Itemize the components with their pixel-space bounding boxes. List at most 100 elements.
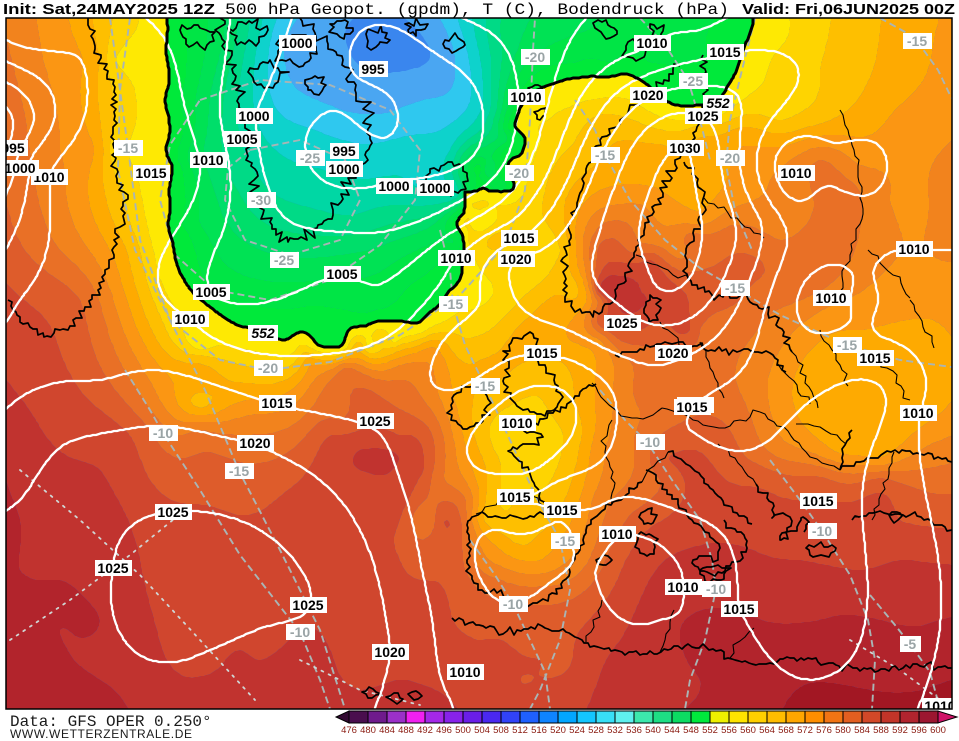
svg-text:1000: 1000: [419, 180, 450, 196]
svg-text:544: 544: [664, 725, 680, 736]
svg-text:1015: 1015: [499, 489, 530, 505]
svg-text:1010: 1010: [192, 152, 223, 168]
svg-text:-15: -15: [443, 296, 463, 312]
svg-text:-15: -15: [229, 463, 249, 479]
svg-text:1000: 1000: [378, 178, 409, 194]
svg-text:480: 480: [360, 725, 376, 736]
svg-text:588: 588: [873, 725, 889, 736]
svg-text:572: 572: [797, 725, 813, 736]
svg-text:1010: 1010: [510, 89, 541, 105]
svg-text:-20: -20: [258, 360, 278, 376]
svg-text:995: 995: [332, 143, 356, 159]
svg-text:1010: 1010: [902, 405, 933, 421]
svg-text:1020: 1020: [239, 435, 270, 451]
svg-text:-30: -30: [251, 192, 271, 208]
svg-text:-10: -10: [290, 624, 310, 640]
svg-text:1005: 1005: [326, 266, 357, 282]
svg-text:600: 600: [930, 725, 946, 736]
svg-text:1030: 1030: [669, 140, 700, 156]
svg-text:1010: 1010: [815, 290, 846, 306]
svg-text:1000: 1000: [281, 35, 312, 51]
svg-text:568: 568: [778, 725, 794, 736]
svg-text:1015: 1015: [261, 395, 292, 411]
svg-text:1015: 1015: [676, 399, 707, 415]
svg-text:-10: -10: [503, 596, 523, 612]
svg-text:556: 556: [721, 725, 737, 736]
svg-text:-25: -25: [274, 252, 294, 268]
svg-text:532: 532: [607, 725, 623, 736]
svg-text:1015: 1015: [802, 493, 833, 509]
svg-text:-15: -15: [475, 378, 495, 394]
svg-text:1020: 1020: [657, 345, 688, 361]
svg-text:1010: 1010: [501, 415, 532, 431]
svg-text:504: 504: [474, 725, 490, 736]
svg-text:1010: 1010: [898, 241, 929, 257]
svg-text:-25: -25: [683, 73, 703, 89]
svg-text:492: 492: [417, 725, 433, 736]
svg-text:995: 995: [1, 140, 25, 156]
svg-text:540: 540: [645, 725, 661, 736]
svg-text:1025: 1025: [687, 108, 718, 124]
svg-text:1015: 1015: [723, 601, 754, 617]
svg-text:-10: -10: [812, 523, 832, 539]
svg-text:592: 592: [892, 725, 908, 736]
svg-text:-15: -15: [837, 337, 857, 353]
svg-text:1025: 1025: [606, 315, 637, 331]
svg-text:484: 484: [379, 725, 395, 736]
svg-text:Data: GFS OPER 0.250°: Data: GFS OPER 0.250°: [10, 713, 212, 731]
svg-text:1010: 1010: [924, 698, 955, 714]
svg-text:-15: -15: [555, 533, 575, 549]
svg-text:-20: -20: [525, 49, 545, 65]
svg-text:528: 528: [588, 725, 604, 736]
svg-text:1005: 1005: [195, 284, 226, 300]
svg-text:-15: -15: [725, 280, 745, 296]
svg-text:476: 476: [341, 725, 357, 736]
svg-text:-10: -10: [640, 434, 660, 450]
svg-text:1025: 1025: [157, 504, 188, 520]
svg-text:516: 516: [531, 725, 547, 736]
svg-text:508: 508: [493, 725, 509, 736]
svg-text:995: 995: [361, 61, 385, 77]
svg-text:1010: 1010: [601, 526, 632, 542]
svg-text:1015: 1015: [135, 165, 166, 181]
svg-text:1015: 1015: [709, 44, 740, 60]
svg-text:WWW.WETTERZENTRALE.DE: WWW.WETTERZENTRALE.DE: [10, 727, 193, 741]
svg-text:-20: -20: [720, 150, 740, 166]
svg-text:536: 536: [626, 725, 642, 736]
svg-text:552: 552: [251, 325, 275, 341]
svg-text:-15: -15: [595, 147, 615, 163]
svg-text:-10: -10: [153, 425, 173, 441]
svg-text:-5: -5: [904, 636, 917, 652]
svg-text:548: 548: [683, 725, 699, 736]
svg-text:1000: 1000: [4, 160, 35, 176]
svg-text:Init: Sat,24MAY2025 12Z: Init: Sat,24MAY2025 12Z: [3, 1, 215, 18]
svg-text:596: 596: [911, 725, 927, 736]
svg-text:1020: 1020: [500, 251, 531, 267]
svg-text:-10: -10: [706, 581, 726, 597]
svg-text:1010: 1010: [667, 579, 698, 595]
svg-text:1015: 1015: [546, 502, 577, 518]
svg-text:1015: 1015: [859, 350, 890, 366]
svg-text:1000: 1000: [238, 108, 269, 124]
svg-text:1025: 1025: [359, 413, 390, 429]
svg-text:524: 524: [569, 725, 585, 736]
svg-text:576: 576: [816, 725, 832, 736]
svg-text:488: 488: [398, 725, 414, 736]
svg-text:496: 496: [436, 725, 452, 736]
svg-text:1005: 1005: [226, 131, 257, 147]
svg-text:1010: 1010: [33, 169, 64, 185]
svg-text:552: 552: [706, 95, 730, 111]
svg-text:1010: 1010: [636, 35, 667, 51]
svg-text:-15: -15: [907, 33, 927, 49]
svg-text:1020: 1020: [632, 87, 663, 103]
svg-text:1015: 1015: [526, 345, 557, 361]
svg-text:1025: 1025: [292, 597, 323, 613]
svg-text:500: 500: [455, 725, 471, 736]
svg-text:1010: 1010: [449, 664, 480, 680]
svg-text:560: 560: [740, 725, 756, 736]
svg-text:512: 512: [512, 725, 528, 736]
svg-text:-15: -15: [118, 140, 138, 156]
svg-text:1025: 1025: [97, 560, 128, 576]
svg-text:564: 564: [759, 725, 775, 736]
svg-text:552: 552: [702, 725, 718, 736]
